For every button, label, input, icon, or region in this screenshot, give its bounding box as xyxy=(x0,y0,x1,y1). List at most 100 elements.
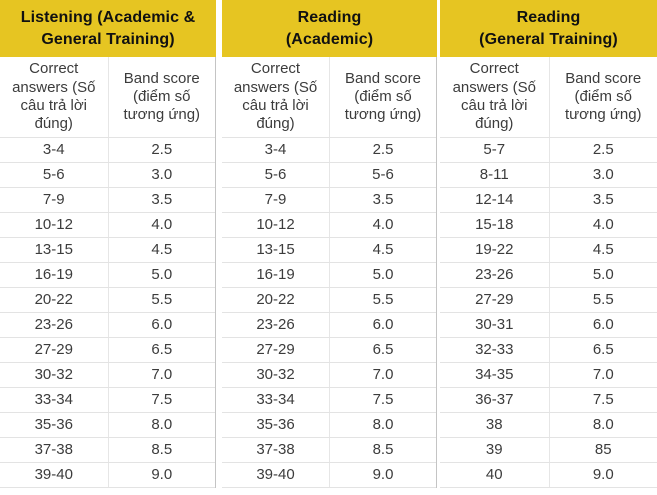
band-score-cell: 7.0 xyxy=(107,363,216,387)
table-row: 16-19 5.0 xyxy=(0,263,215,288)
table-row: 32-33 6.5 xyxy=(440,338,657,363)
correct-answers-cell: 38 xyxy=(485,416,503,433)
correct-answers-cell: 3-4 xyxy=(42,141,65,158)
listening-subtable: Correct answers (Số câu trả lời đúng) Ba… xyxy=(0,57,216,488)
correct-answers-cell: 16-19 xyxy=(256,266,295,283)
table-row: 3-4 2.5 xyxy=(222,138,436,163)
table-row: 8-11 3.0 xyxy=(440,163,657,188)
table-row: 33-34 7.5 xyxy=(0,388,215,413)
table-row: 13-15 4.5 xyxy=(0,238,215,263)
band-score-cell: 5.5 xyxy=(548,288,657,312)
section-header-line: (General Training) xyxy=(479,30,618,48)
band-score-cell: 4.5 xyxy=(329,238,436,262)
correct-answers-cell: 33-34 xyxy=(34,391,73,408)
band-score-cell: 7.5 xyxy=(329,388,436,412)
table-row: 20-22 5.5 xyxy=(0,288,215,313)
table-row: 34-35 7.0 xyxy=(440,363,657,388)
correct-answers-cell: 3-4 xyxy=(264,141,287,158)
correct-answers-cell: 35-36 xyxy=(34,416,73,433)
table-row: 38 8.0 xyxy=(440,413,657,438)
correct-answers-cell: 13-15 xyxy=(34,241,73,258)
section-header-reading-academic: Reading (Academic) xyxy=(222,0,437,57)
table-row: 27-29 6.5 xyxy=(222,338,436,363)
band-score-cell: 4.0 xyxy=(329,213,436,237)
correct-answers-cell: 20-22 xyxy=(34,291,73,308)
band-score-cell: 3.0 xyxy=(107,163,216,187)
band-score-cell: 2.5 xyxy=(107,138,216,162)
correct-answers-cell: 12-14 xyxy=(475,191,514,208)
correct-answers-cell: 30-32 xyxy=(34,366,73,383)
section-header-listening: Listening (Academic & General Training) xyxy=(0,0,216,57)
reading-academic-subtable: Correct answers (Số câu trả lời đúng) Ba… xyxy=(222,57,437,488)
band-score-cell: 7.0 xyxy=(329,363,436,387)
column-header-band-score: Band score (điểm số tương ứng) xyxy=(107,57,216,137)
column-header-row: Correct answers (Số câu trả lời đúng) Ba… xyxy=(222,57,436,138)
table-row: 33-34 7.5 xyxy=(222,388,436,413)
band-score-cell: 2.5 xyxy=(548,138,657,162)
section-header-line: Listening (Academic & xyxy=(20,9,196,27)
band-score-cell: 4.5 xyxy=(548,238,657,262)
correct-answers-cell: 32-33 xyxy=(475,341,514,358)
correct-answers-cell: 39-40 xyxy=(34,466,73,483)
correct-answers-cell: 39-40 xyxy=(256,466,295,483)
table-row: 39-40 9.0 xyxy=(0,463,215,488)
table-row: 5-7 2.5 xyxy=(440,138,657,163)
band-score-cell: 9.0 xyxy=(329,463,436,487)
correct-answers-cell: 27-29 xyxy=(34,341,73,358)
table-row: 37-38 8.5 xyxy=(0,438,215,463)
band-score-cell: 5.0 xyxy=(107,263,216,287)
band-score-cell: 3.5 xyxy=(329,188,436,212)
table-row: 23-26 6.0 xyxy=(222,313,436,338)
band-score-cell: 7.5 xyxy=(548,388,657,412)
correct-answers-cell: 27-29 xyxy=(475,291,514,308)
correct-answers-cell: 30-32 xyxy=(256,366,295,383)
section-header-line: Reading xyxy=(297,9,362,27)
listening-rows: 3-4 2.5 5-6 3.0 7-9 3.5 10-12 xyxy=(0,138,215,488)
band-score-cell: 8.5 xyxy=(329,438,436,462)
correct-answers-cell: 40 xyxy=(485,466,503,483)
correct-answers-cell: 39 xyxy=(485,441,503,458)
band-score-cell: 3.0 xyxy=(548,163,657,187)
band-score-cell: 5-6 xyxy=(329,163,436,187)
table-row: 12-14 3.5 xyxy=(440,188,657,213)
band-score-cell: 6.5 xyxy=(548,338,657,362)
table-row: 30-31 6.0 xyxy=(440,313,657,338)
correct-answers-cell: 23-26 xyxy=(34,316,73,333)
band-score-cell: 8.0 xyxy=(548,413,657,437)
reading-general-training-subtable: Correct answers (Số câu trả lời đúng) Ba… xyxy=(440,57,657,488)
correct-answers-cell: 19-22 xyxy=(475,241,514,258)
band-score-cell: 5.0 xyxy=(548,263,657,287)
correct-answers-cell: 37-38 xyxy=(256,441,295,458)
band-score-cell: 3.5 xyxy=(548,188,657,212)
table-row: 7-9 3.5 xyxy=(0,188,215,213)
correct-answers-cell: 8-11 xyxy=(479,166,509,183)
table-row: 15-18 4.0 xyxy=(440,213,657,238)
table-row: 5-6 5-6 xyxy=(222,163,436,188)
table-row: 19-22 4.5 xyxy=(440,238,657,263)
correct-answers-cell: 30-31 xyxy=(475,316,514,333)
table-row: 5-6 3.0 xyxy=(0,163,215,188)
table-row: 40 9.0 xyxy=(440,463,657,488)
table-row: 36-37 7.5 xyxy=(440,388,657,413)
column-header-correct-answers: Correct answers (Số câu trả lời đúng) xyxy=(233,60,318,133)
table-row: 13-15 4.5 xyxy=(222,238,436,263)
correct-answers-cell: 5-6 xyxy=(42,166,65,183)
section-header-line: (Academic) xyxy=(285,30,374,48)
band-score-cell: 7.0 xyxy=(548,363,657,387)
table-row: 30-32 7.0 xyxy=(222,363,436,388)
correct-answers-cell: 34-35 xyxy=(475,366,514,383)
band-score-cell: 6.5 xyxy=(107,338,216,362)
column-header-correct-answers: Correct answers (Số câu trả lời đúng) xyxy=(452,60,536,133)
correct-answers-cell: 35-36 xyxy=(256,416,295,433)
table-row: 10-12 4.0 xyxy=(222,213,436,238)
correct-answers-cell: 20-22 xyxy=(256,291,295,308)
band-score-cell: 6.0 xyxy=(329,313,436,337)
correct-answers-cell: 7-9 xyxy=(42,191,65,208)
reading-general-training-rows: 5-7 2.5 8-11 3.0 12-14 3.5 15-18 xyxy=(440,138,657,488)
correct-answers-cell: 5-7 xyxy=(483,141,506,158)
table-row: 37-38 8.5 xyxy=(222,438,436,463)
table-row: 20-22 5.5 xyxy=(222,288,436,313)
correct-answers-cell: 27-29 xyxy=(256,341,295,358)
band-score-cell: 8.0 xyxy=(107,413,216,437)
correct-answers-cell: 10-12 xyxy=(34,216,73,233)
